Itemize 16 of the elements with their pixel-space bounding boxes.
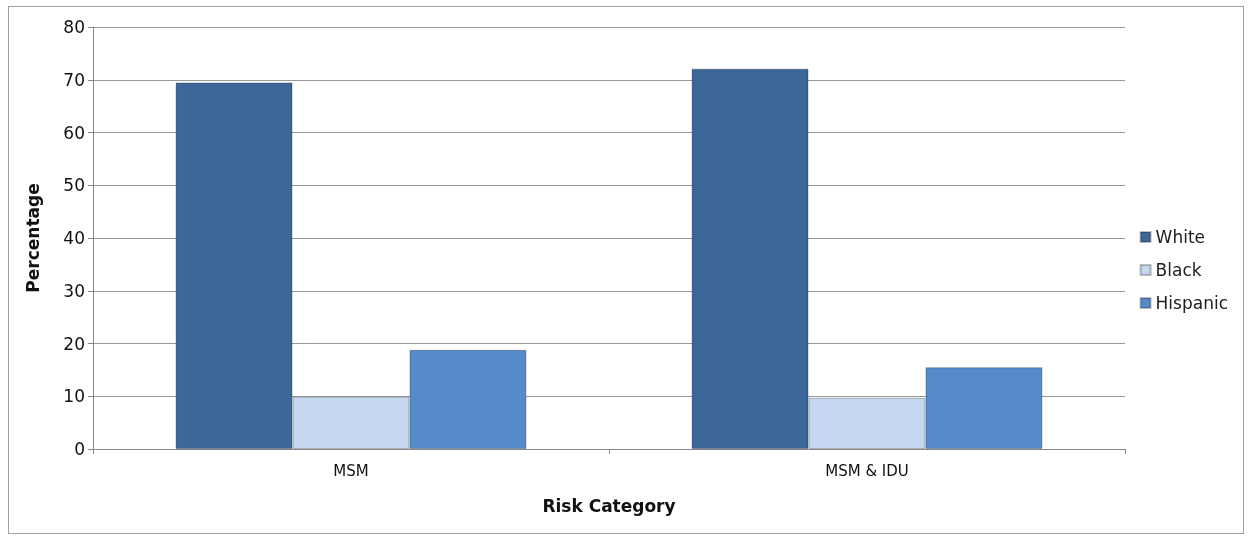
legend-label: Black bbox=[1155, 260, 1202, 280]
x-axis-title: Risk Category bbox=[542, 495, 676, 516]
y-tick-label: 60 bbox=[63, 122, 85, 143]
x-tick-label: MSM bbox=[333, 461, 369, 480]
y-tick-label: 0 bbox=[74, 439, 85, 459]
y-tick-label: 80 bbox=[63, 17, 85, 37]
x-tick-label: MSM & IDU bbox=[825, 461, 909, 480]
y-tick-label: 40 bbox=[63, 228, 85, 248]
y-axis-title: Percentage bbox=[22, 183, 43, 293]
y-tick-label: 50 bbox=[63, 175, 85, 196]
y-tick-label: 70 bbox=[63, 69, 85, 90]
legend-label: Hispanic bbox=[1155, 293, 1229, 313]
y-tick-label: 20 bbox=[63, 333, 85, 354]
legend-label: White bbox=[1155, 227, 1206, 247]
y-tick-label: 10 bbox=[63, 386, 85, 407]
y-tick-label: 30 bbox=[63, 280, 85, 301]
